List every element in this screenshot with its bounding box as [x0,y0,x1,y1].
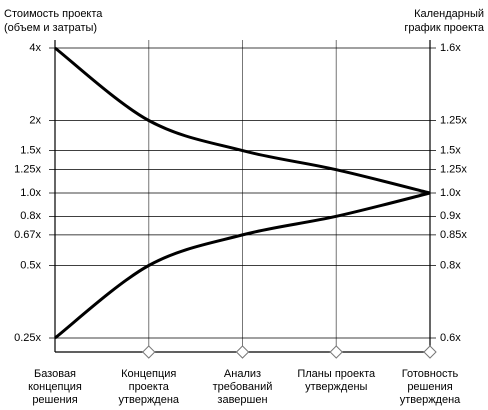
y2-tick-label: 1.6x [440,42,461,54]
y2-tick-label: 1.0x [440,187,461,199]
y-tick-label: 4x [29,42,41,54]
y2-tick-label: 0.8x [440,259,461,271]
x-tick-label: решения [407,381,452,393]
milestone-marker [329,345,343,359]
y-tick-label: 0.67x [14,229,41,241]
milestone-marker [235,345,250,359]
x-tick-label: Анализ [224,368,261,380]
x-tick-label: концепция [28,381,82,393]
y2-tick-label: 1.5x [440,144,461,156]
x-tick-label: требований [213,381,273,393]
x-tick-label: Готовность [402,368,459,380]
y2-tick-label: 0.9x [440,210,461,222]
x-tick-label: Планы проекта [297,368,376,380]
y2-tick-label: 0.6x [440,332,461,344]
x-tick-label: завершен [217,394,267,406]
y2-tick-label: 0.85x [440,229,467,241]
y2-tick-label: 1.25x [440,114,467,126]
y-tick-label: 0.25x [14,332,41,344]
y-tick-label: 1.5x [20,144,41,156]
x-tick-label: решения [32,394,77,406]
y-tick-label: 1.0x [20,187,41,199]
x-tick-label: проекта [129,381,170,393]
x-tick-label: утверждена [118,394,179,406]
y-tick-label: 0.5x [20,259,41,271]
y-tick-label: 0.8x [20,210,41,222]
milestone-marker [423,345,437,359]
x-tick-label: утверждена [400,394,461,406]
x-tick-label: Базовая [34,368,76,380]
y-axis-title: Стоимость проекта [4,8,103,20]
y2-axis-title: Календарный [414,8,484,20]
y2-axis-title: график проекта [404,22,484,34]
milestone-marker [142,345,156,359]
series-line [54,46,431,195]
y2-tick-label: 1.25x [440,164,467,176]
y-tick-label: 1.25x [14,164,41,176]
y-axis-title: (объем и затраты) [4,22,97,34]
series-line [54,191,431,340]
x-tick-label: Концепция [121,368,176,380]
y-tick-label: 2x [29,114,41,126]
x-tick-label: утверждены [305,381,367,393]
